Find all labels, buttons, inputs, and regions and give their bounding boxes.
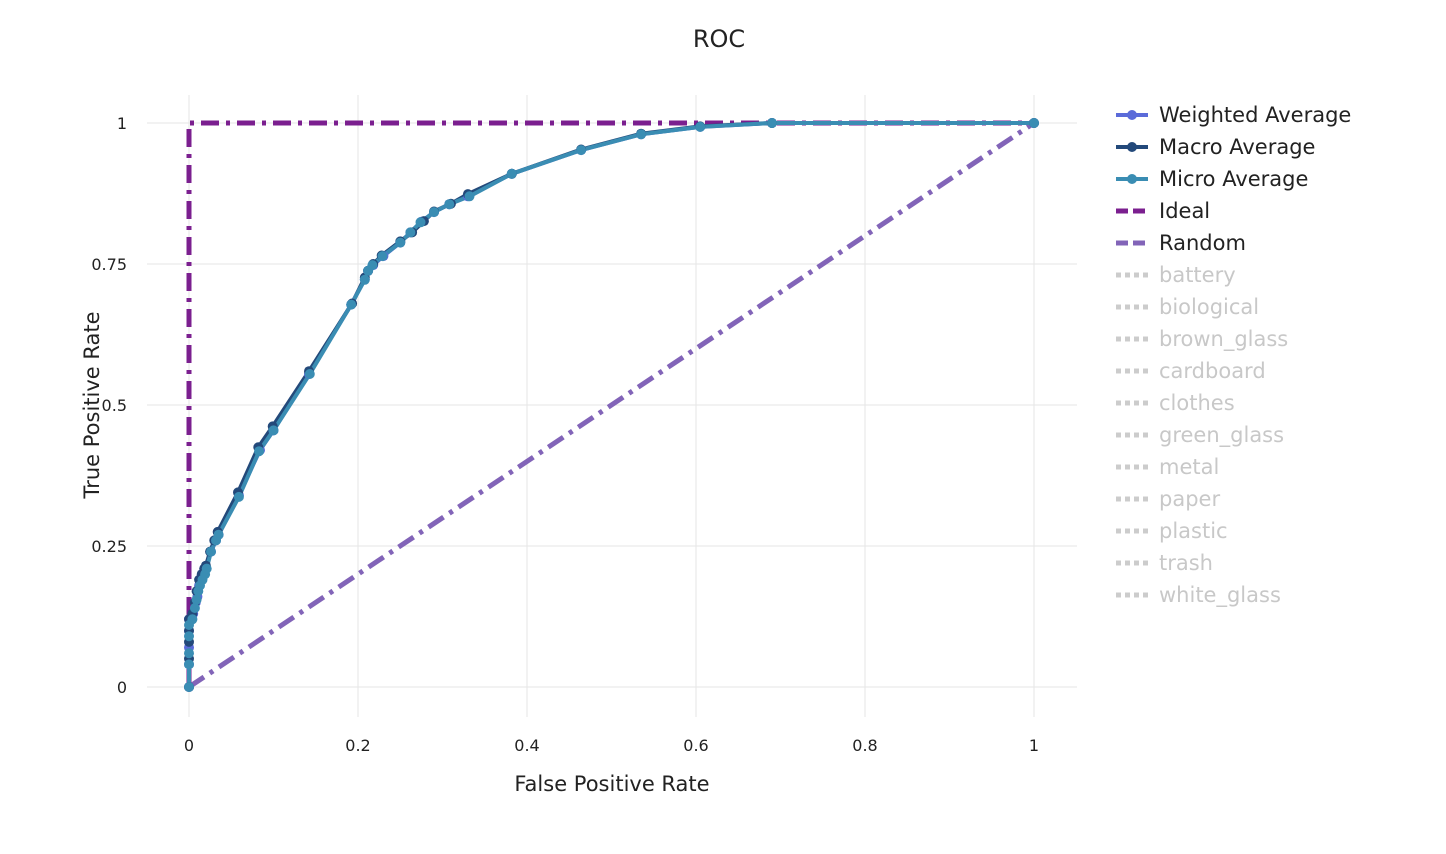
legend-marker-micro-average — [1127, 174, 1137, 184]
y-tick-label: 0 — [117, 678, 127, 697]
point-micro-average — [213, 529, 224, 540]
point-micro-average — [254, 446, 265, 457]
legend-item-clothes: clothes — [1116, 391, 1235, 415]
point-micro-average — [206, 546, 216, 557]
chart-title: ROC — [693, 25, 745, 53]
legend: Weighted Average Macro Average Micro Avera… — [1116, 103, 1351, 608]
legend-item-paper: paper — [1116, 487, 1220, 511]
point-micro-average — [346, 299, 357, 310]
point-micro-average — [184, 682, 194, 692]
legend-label-clothes: clothes — [1159, 391, 1235, 415]
point-micro-average — [767, 118, 777, 128]
point-micro-average — [268, 425, 279, 436]
legend-label-metal: metal — [1159, 455, 1219, 479]
legend-item-trash: trash — [1116, 551, 1213, 575]
legend-label-weighted-average: Weighted Average — [1159, 103, 1351, 127]
legend-label-battery: battery — [1159, 263, 1236, 287]
y-tick-label: 0.25 — [91, 537, 127, 556]
point-micro-average — [367, 260, 378, 271]
y-tick-label: 1 — [117, 114, 127, 133]
legend-item-cardboard: cardboard — [1116, 359, 1266, 383]
point-micro-average — [1029, 118, 1039, 128]
x-axis-title: False Positive Rate — [514, 772, 709, 796]
series-markers — [184, 118, 1039, 692]
legend-item-white-glass: white_glass — [1116, 583, 1281, 608]
y-tick-label: 0.75 — [91, 255, 127, 274]
point-micro-average — [576, 145, 587, 156]
point-micro-average — [189, 603, 200, 613]
x-tick-label: 0.4 — [514, 736, 539, 755]
point-micro-average — [429, 207, 439, 218]
legend-item-macro-average: Macro Average — [1116, 135, 1315, 159]
point-micro-average — [191, 594, 202, 605]
legend-item-plastic: plastic — [1116, 519, 1228, 543]
y-axis-title: True Positive Rate — [80, 311, 104, 499]
legend-label-trash: trash — [1159, 551, 1213, 575]
point-micro-average — [636, 129, 647, 140]
point-micro-average — [695, 121, 706, 132]
legend-marker-macro-average — [1127, 142, 1137, 152]
x-tick-label: 0.8 — [852, 736, 877, 755]
legend-item-brown-glass: brown_glass — [1116, 327, 1288, 352]
x-tick-label: 1 — [1029, 736, 1039, 755]
point-micro-average — [187, 614, 198, 625]
point-micro-average — [405, 227, 416, 238]
legend-label-random: Random — [1159, 231, 1246, 255]
legend-item-random: Random — [1116, 231, 1246, 255]
point-micro-average — [184, 631, 194, 642]
point-micro-average — [201, 563, 212, 574]
legend-item-battery: battery — [1116, 263, 1236, 287]
point-micro-average — [377, 251, 388, 262]
x-tick-label: 0.6 — [683, 736, 708, 755]
tick-labels: 0 0.2 0.4 0.6 0.8 1 0 0.25 0.5 0.75 1 — [91, 114, 1039, 755]
x-tick-label: 0 — [184, 736, 194, 755]
point-micro-average — [395, 237, 406, 248]
point-micro-average — [415, 217, 426, 228]
point-micro-average — [304, 369, 315, 379]
legend-label-brown-glass: brown_glass — [1159, 327, 1288, 352]
point-micro-average — [233, 491, 244, 502]
legend-label-white-glass: white_glass — [1159, 583, 1281, 608]
x-tick-label: 0.2 — [345, 736, 370, 755]
y-tick-label: 0.5 — [102, 396, 127, 415]
legend-item-green-glass: green_glass — [1116, 423, 1284, 448]
legend-label-green-glass: green_glass — [1159, 423, 1284, 448]
legend-label-micro-average: Micro Average — [1159, 167, 1308, 191]
point-micro-average — [184, 659, 194, 670]
point-micro-average — [359, 274, 370, 285]
legend-label-ideal: Ideal — [1159, 199, 1210, 223]
legend-label-cardboard: cardboard — [1159, 359, 1266, 383]
legend-item-metal: metal — [1116, 455, 1219, 479]
legend-marker-weighted-average — [1127, 110, 1137, 120]
legend-label-macro-average: Macro Average — [1159, 135, 1315, 159]
point-micro-average — [506, 168, 517, 179]
legend-label-plastic: plastic — [1159, 519, 1228, 543]
point-micro-average — [444, 199, 455, 210]
legend-item-micro-average: Micro Average — [1116, 167, 1308, 191]
legend-label-biological: biological — [1159, 295, 1259, 319]
legend-label-paper: paper — [1159, 487, 1220, 511]
point-micro-average — [184, 648, 194, 659]
series-line-random — [187, 120, 1036, 690]
point-micro-average — [464, 191, 475, 202]
legend-item-ideal: Ideal — [1116, 199, 1210, 223]
legend-item-weighted-average: Weighted Average — [1116, 103, 1351, 127]
legend-item-biological: biological — [1116, 295, 1259, 319]
